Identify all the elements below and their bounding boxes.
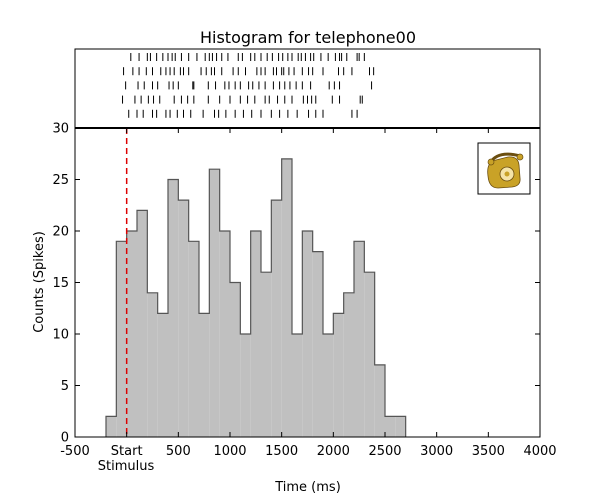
x-tick-label: 3000 <box>420 444 453 459</box>
histogram-bar <box>157 313 168 437</box>
histogram-bar <box>209 169 220 437</box>
histogram-bar <box>230 282 241 437</box>
histogram-bar <box>385 416 396 437</box>
raster-frame <box>74 48 541 129</box>
histogram-outline <box>105 158 407 437</box>
x-tick-label: 1000 <box>213 444 246 459</box>
histogram-bar <box>126 231 137 437</box>
chart-title: Histogram for telephone00 <box>200 28 416 47</box>
x-tick-label: 1500 <box>265 444 298 459</box>
histogram-bar <box>271 200 282 437</box>
histogram-bar <box>333 313 344 437</box>
histogram-bar <box>219 231 230 437</box>
histogram-bar <box>178 200 189 437</box>
x-axis-stimulus-label: Stimulus <box>98 459 155 474</box>
histogram-bar <box>250 231 261 437</box>
y-tick-label: 25 <box>52 173 69 188</box>
histogram-bar <box>137 210 148 437</box>
histogram-bar <box>312 251 323 437</box>
y-axis-label: Counts (Spikes) <box>32 231 47 333</box>
histogram-bar <box>354 241 365 437</box>
x-tick-label: 2000 <box>317 444 350 459</box>
histogram-bar <box>147 292 158 437</box>
histogram-bar <box>188 241 199 437</box>
y-tick-label: 20 <box>52 225 69 240</box>
spike-raster <box>122 53 375 118</box>
histogram-bar <box>281 158 292 437</box>
y-tick-label: 30 <box>52 122 69 137</box>
histogram-bars <box>105 158 407 437</box>
histogram-bar <box>106 416 117 437</box>
x-tick-label: Start <box>111 444 143 459</box>
x-axis-label: Time (ms) <box>274 480 341 495</box>
histogram-bar <box>240 334 251 437</box>
y-axis-ticks: 0 5 10 15 20 25 30 <box>52 122 540 446</box>
histogram-bar <box>323 334 334 437</box>
y-tick-label: 0 <box>61 431 69 446</box>
histogram-bar <box>292 334 303 437</box>
telephone-icon <box>477 142 531 195</box>
histogram-bar <box>261 272 272 437</box>
histogram-bar <box>168 179 179 437</box>
y-tick-label: 5 <box>61 379 69 394</box>
x-axis-ticks: -500 Start 500 1000 1500 2000 2500 3000 3500 4000 <box>60 128 557 459</box>
x-tick-label: 4000 <box>523 444 556 459</box>
histogram-bar <box>395 416 406 437</box>
histogram-bar <box>343 292 354 437</box>
y-tick-label: 15 <box>52 276 69 291</box>
histogram-bar <box>374 364 385 437</box>
x-tick-label: 2500 <box>368 444 401 459</box>
histogram-bar <box>199 313 210 437</box>
histogram-bar <box>116 241 127 437</box>
histogram-bar <box>302 231 313 437</box>
y-tick-label: 10 <box>52 328 69 343</box>
x-tick-label: 500 <box>166 444 191 459</box>
x-tick-label: -500 <box>60 444 90 459</box>
histogram-bar <box>364 272 375 437</box>
x-tick-label: 3500 <box>472 444 505 459</box>
